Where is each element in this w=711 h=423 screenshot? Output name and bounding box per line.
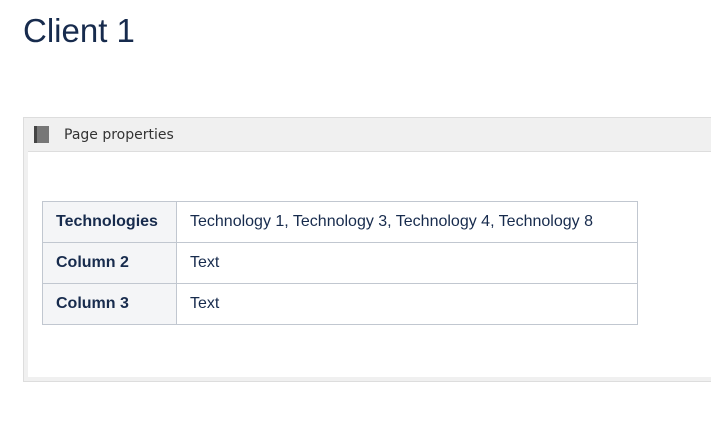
row-label: Column 2 <box>42 242 177 284</box>
row-value: Text <box>176 283 638 325</box>
table-row: Column 2 Text <box>42 242 638 284</box>
macro-header: Page properties <box>24 118 711 151</box>
row-label: Column 3 <box>42 283 177 325</box>
table-row: Column 3 Text <box>42 283 638 325</box>
page-title: Client 1 <box>23 12 135 49</box>
row-value: Text <box>176 242 638 284</box>
row-label: Technologies <box>42 201 177 243</box>
properties-table: Technologies Technology 1, Technology 3, … <box>42 201 638 325</box>
macro-title: Page properties <box>64 126 174 143</box>
table-row: Technologies Technology 1, Technology 3, … <box>42 201 638 243</box>
macro-body: Technologies Technology 1, Technology 3, … <box>28 151 711 377</box>
row-value: Technology 1, Technology 3, Technology 4… <box>176 201 638 243</box>
page-properties-icon <box>34 126 49 143</box>
page-properties-macro: Page properties Technologies Technology 1… <box>23 117 711 382</box>
